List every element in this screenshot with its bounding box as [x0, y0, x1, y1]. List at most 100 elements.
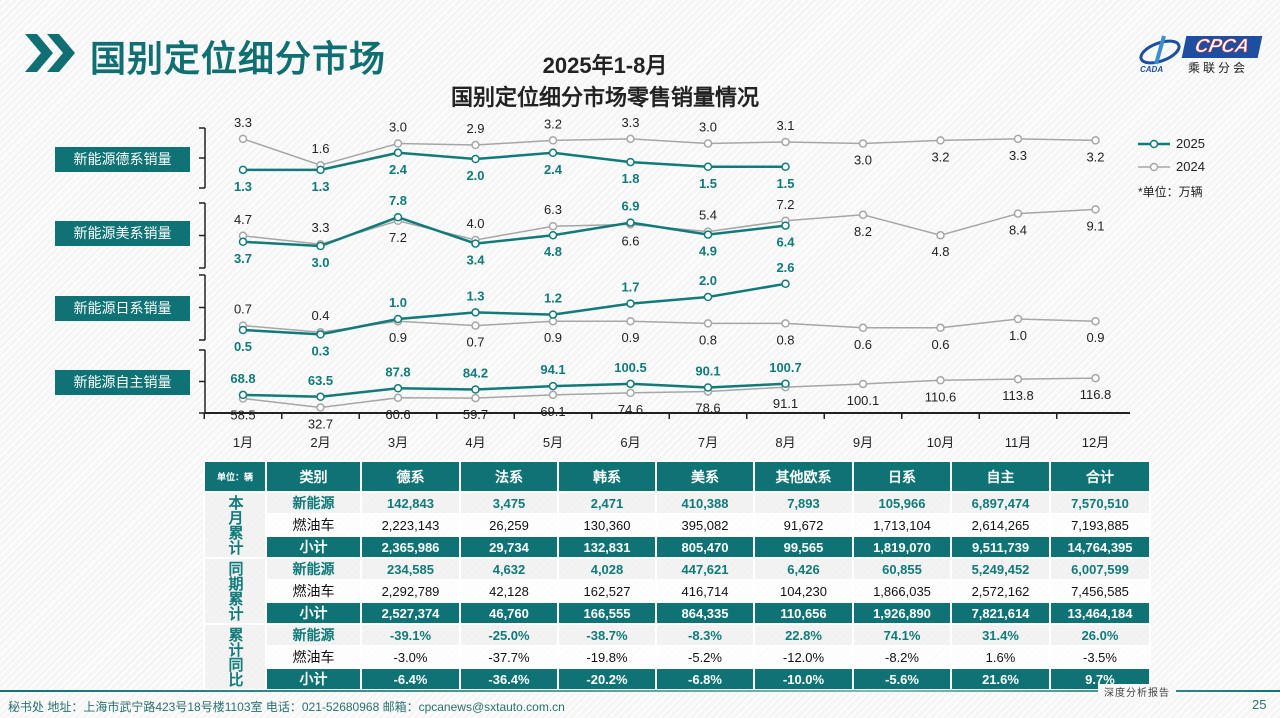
table-cell: 2,572,162: [950, 579, 1051, 603]
data-label: 0.4: [311, 308, 329, 323]
data-label: 1.8: [621, 171, 639, 186]
x-tick-label: 12月: [1082, 435, 1109, 450]
series-line-2024: [242, 377, 1096, 409]
table-cell: 1.6%: [950, 645, 1051, 669]
table-cell: 46,760: [459, 601, 559, 625]
data-label: 69.1: [540, 404, 565, 419]
table-cell: 1,713,104: [852, 513, 952, 537]
table-cell: 110,656: [753, 601, 854, 625]
data-label: 7.2: [776, 197, 794, 212]
data-label: 3.0: [854, 153, 872, 168]
data-label: 1.0: [389, 295, 407, 310]
line-chart: 1月 2月 3月 4月 5月 6月 7月 8月 9月 10月 11月 12月 1.3 1.3 2.4 2.0 2…: [199, 115, 1130, 450]
data-point: [1091, 205, 1100, 214]
data-label: 113.8: [1002, 388, 1034, 403]
data-label: 4.9: [699, 244, 717, 259]
data-label: 0.7: [466, 335, 484, 350]
table-cell: -19.8%: [557, 645, 657, 669]
table-row: 小计 2,527,374 46,760 166,555 864,335 110,656 1,…: [204, 601, 1151, 625]
data-label: 100.7: [769, 360, 802, 375]
data-label: 100.1: [847, 393, 880, 408]
table-cell: 4,632: [459, 557, 559, 581]
table-cell: 2,527,374: [360, 601, 461, 625]
data-label: 3.7: [234, 251, 252, 266]
data-point: [471, 239, 480, 248]
data-label: 1.2: [544, 291, 562, 306]
data-label: 59.7: [463, 407, 488, 422]
data-label: 1.3: [311, 179, 329, 194]
table-row: 本月累计 新能源 142,843 3,475 2,471 410,388 7,893 105,…: [203, 491, 1151, 559]
table-cell: -6.4%: [360, 667, 461, 691]
data-label: 3.0: [389, 120, 407, 135]
sales-table: 单位：辆 类别 德系 法系 韩系 美系 其他欧系 日系 自主 合计 本月累计 新能源 142,843 3…: [203, 460, 1151, 691]
table-cell: -25.0%: [459, 623, 559, 647]
data-point: [1091, 316, 1100, 326]
data-point: [858, 379, 868, 389]
table-cell: -38.7%: [557, 623, 657, 647]
x-tick-label: 9月: [853, 435, 873, 450]
data-label: 8.4: [1009, 223, 1027, 238]
data-label: 87.8: [385, 364, 410, 379]
table-cell: 21.6%: [950, 667, 1051, 691]
data-label: 116.8: [1080, 387, 1112, 402]
table-cell: -10.0%: [753, 667, 854, 691]
data-label: 91.1: [773, 396, 798, 411]
data-point: [781, 221, 790, 230]
column-header: 韩系: [557, 460, 657, 493]
data-point: [936, 376, 945, 385]
table-cell: 6,007,599: [1049, 557, 1151, 581]
data-label: 0.6: [931, 337, 949, 352]
data-label: 63.5: [308, 373, 333, 388]
table-cell: 166,555: [557, 601, 657, 625]
data-label: 0.7: [234, 302, 252, 317]
table-cell: -3.0%: [360, 645, 461, 669]
data-label: 0.6: [854, 337, 872, 352]
table-cell: 5,249,452: [950, 557, 1051, 581]
series-line-2025: [243, 151, 786, 172]
data-label: 2.0: [466, 168, 484, 183]
row-label: 新能源: [265, 491, 362, 515]
data-point: [238, 134, 248, 144]
group-label: 本月累计: [203, 491, 267, 559]
table-cell: 7,893: [753, 491, 854, 515]
table-cell: 42,128: [459, 579, 559, 603]
table-cell: 1,819,070: [852, 535, 952, 559]
data-label: 2.6: [776, 260, 794, 275]
row-label: 新能源: [265, 623, 362, 647]
data-point: [548, 221, 558, 231]
column-header: 德系: [360, 460, 461, 493]
table-cell: 162,527: [557, 579, 657, 603]
data-label: 0.9: [621, 330, 639, 345]
data-label: 3.2: [1086, 149, 1104, 164]
data-point: [393, 393, 403, 403]
table-cell: 805,470: [655, 535, 755, 559]
data-point: [316, 330, 325, 339]
data-label: 1.3: [466, 288, 484, 303]
data-label: 6.9: [621, 199, 639, 214]
table-cell: -20.2%: [557, 667, 657, 691]
series-line-2024: [242, 138, 1096, 166]
panel-label-japanese: 新能源日系销量: [55, 296, 190, 321]
x-tick-label: 10月: [927, 435, 954, 450]
table-cell: 6,426: [753, 557, 854, 581]
data-label: 1.6: [311, 141, 329, 156]
table-cell: 91,672: [753, 513, 854, 537]
data-label: 0.5: [234, 339, 252, 354]
data-label: 3.2: [544, 116, 562, 131]
data-label: 32.7: [308, 417, 333, 432]
data-point: [238, 237, 248, 247]
data-point: [393, 212, 403, 222]
data-point: [626, 388, 635, 398]
data-label: 100.5: [614, 360, 647, 375]
table-cell: -39.1%: [360, 623, 461, 647]
row-label: 小计: [265, 601, 362, 625]
data-point: [626, 218, 635, 227]
table-cell: 31.4%: [950, 623, 1051, 647]
x-tick-label: 11月: [1005, 435, 1032, 450]
row-label: 燃油车: [265, 513, 362, 537]
data-point: [548, 390, 558, 400]
data-label: 2.4: [544, 162, 563, 177]
x-tick-label: 7月: [698, 435, 718, 450]
chart-title-line1: 2025年1-8月: [542, 53, 668, 78]
data-label: 4.8: [544, 244, 562, 259]
